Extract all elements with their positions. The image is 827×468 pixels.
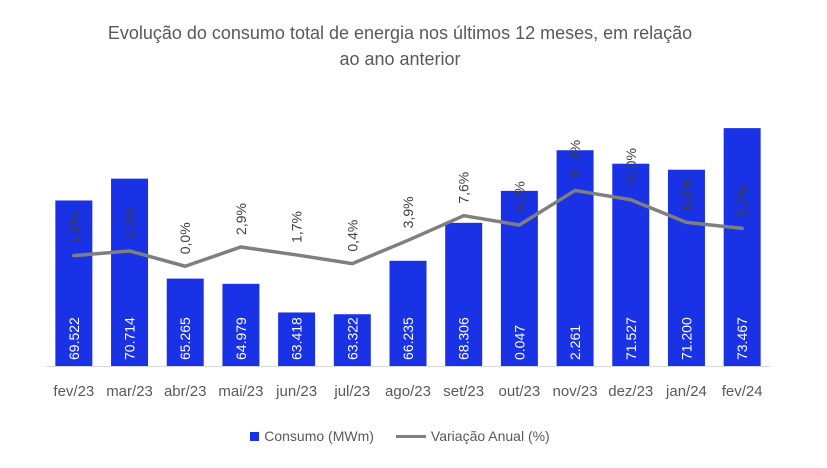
bar-jun/23: [278, 312, 316, 366]
bar-value-label: 70.714: [122, 317, 138, 360]
x-tick-label: set/23: [443, 383, 484, 400]
line-value-label: 1,7%: [289, 211, 305, 243]
bar-nov/23: [556, 150, 594, 366]
bar-value-label: 63.322: [344, 317, 360, 360]
chart-title: Evolução do consumo total de energia nos…: [0, 20, 800, 72]
x-tick-label: jun/23: [275, 383, 317, 400]
bar-value-label: 0.047: [511, 325, 527, 360]
legend-label-consumo: Consumo (MWm): [264, 428, 374, 444]
line-value-label: 10,0%: [623, 148, 639, 188]
x-tick-label: fev/23: [53, 383, 94, 400]
bar-out/23: [500, 190, 538, 366]
legend-swatch-variacao: [395, 434, 426, 438]
x-tick-label: dez/23: [608, 383, 653, 400]
line-value-label: 0,4%: [344, 220, 360, 252]
bar-mai/23: [222, 283, 260, 366]
x-tick-label: mar/23: [106, 383, 153, 400]
line-value-label: 1,6%: [66, 212, 82, 244]
x-tick-label: fev/24: [722, 383, 763, 400]
bar-value-label: 69.522: [66, 317, 82, 360]
line-value-label: 2,3%: [122, 207, 138, 239]
x-tick-label: ago/23: [385, 383, 431, 400]
bar-value-label: 63.418: [289, 317, 305, 360]
chart-legend: Consumo (MWm) Variação Anual (%): [0, 428, 800, 444]
bar-fev/24: [723, 128, 761, 366]
x-tick-label: abr/23: [164, 383, 207, 400]
bar-value-label: 68.306: [456, 317, 472, 360]
bar-ago/23: [389, 260, 427, 366]
line-value-label: 7,6%: [456, 172, 472, 204]
bar-mar/23: [111, 178, 149, 366]
line-value-label: 3,9%: [400, 196, 416, 228]
bar-jan/24: [667, 169, 705, 366]
line-value-label: 0,0%: [177, 222, 193, 254]
x-tick-label: mai/23: [218, 383, 263, 400]
bar-value-label: 73.467: [734, 317, 750, 360]
variacao-line: [72, 188, 744, 268]
legend-item-variacao: Variação Anual (%): [395, 428, 550, 444]
bar-value-label: 65.265: [177, 317, 193, 360]
line-value-label: 11,4%: [567, 140, 583, 179]
line-value-label: 6,6%: [678, 178, 694, 210]
line-value-label: 5,7%: [734, 184, 750, 216]
legend-item-consumo: Consumo (MWm): [250, 428, 374, 444]
bar-value-label: 71.527: [623, 317, 639, 360]
bar-jul/23: [333, 314, 371, 366]
bar-fev/23: [55, 200, 93, 366]
chart-title-line-2: ao ano anterior: [339, 49, 461, 69]
line-value-label: 6,2%: [511, 181, 527, 213]
legend-swatch-consumo: [250, 431, 260, 441]
bar-value-label: 64.979: [233, 317, 249, 360]
bar-abr/23: [166, 278, 204, 366]
x-tick-label: jul/23: [333, 383, 370, 400]
x-tick-label: nov/23: [553, 383, 598, 400]
bar-value-label: 71.200: [678, 317, 694, 360]
bar-value-label: 2.261: [567, 325, 583, 360]
x-tick-label: jan/24: [665, 383, 707, 400]
legend-label-variacao: Variação Anual (%): [430, 428, 550, 444]
line-value-label: 2,9%: [233, 203, 249, 235]
bar-value-label: 66.235: [400, 317, 416, 360]
x-tick-label: out/23: [499, 383, 541, 400]
chart-title-line-1: Evolução do consumo total de energia nos…: [107, 23, 693, 43]
bar-set/23: [445, 222, 483, 366]
